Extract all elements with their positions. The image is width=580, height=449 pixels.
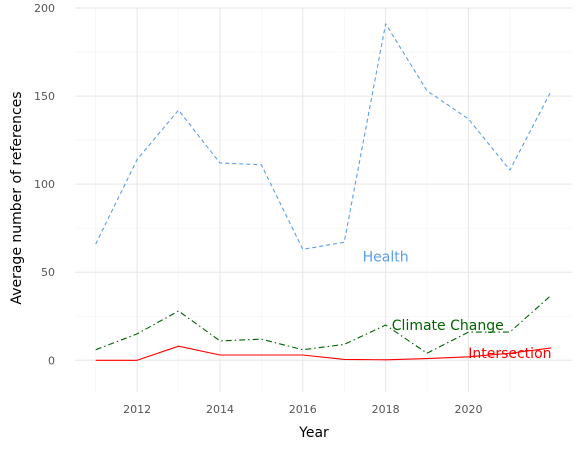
series-line-intersection bbox=[95, 345, 552, 361]
y-tick-label: 200 bbox=[34, 2, 55, 15]
y-axis-title: Average number of references bbox=[9, 91, 25, 304]
series-line-health bbox=[95, 23, 552, 250]
major-gridlines bbox=[75, 7, 572, 392]
x-axis-ticks: 2012 2014 2016 2018 2020 bbox=[123, 403, 482, 416]
x-tick-label: 2020 bbox=[454, 403, 482, 416]
x-tick-label: 2018 bbox=[372, 403, 400, 416]
series-labels: Health Climate Change Intersection bbox=[363, 249, 552, 362]
x-tick-label: 2014 bbox=[206, 403, 234, 416]
x-tick-label: 2016 bbox=[289, 403, 317, 416]
y-tick-label: 50 bbox=[41, 266, 55, 279]
y-tick-label: 0 bbox=[48, 354, 55, 367]
series-label-intersection: Intersection bbox=[468, 346, 551, 362]
minor-gridlines bbox=[75, 8, 572, 392]
x-axis-title: Year bbox=[298, 425, 329, 441]
series-label-health: Health bbox=[363, 249, 409, 265]
series-line-climate-change bbox=[95, 294, 552, 354]
series-lines bbox=[95, 23, 552, 361]
y-axis-ticks: 0 50 100 150 200 bbox=[34, 2, 55, 367]
y-tick-label: 150 bbox=[34, 90, 55, 103]
series-label-climate-change: Climate Change bbox=[392, 318, 504, 334]
y-tick-label: 100 bbox=[34, 178, 55, 191]
x-tick-label: 2012 bbox=[123, 403, 151, 416]
